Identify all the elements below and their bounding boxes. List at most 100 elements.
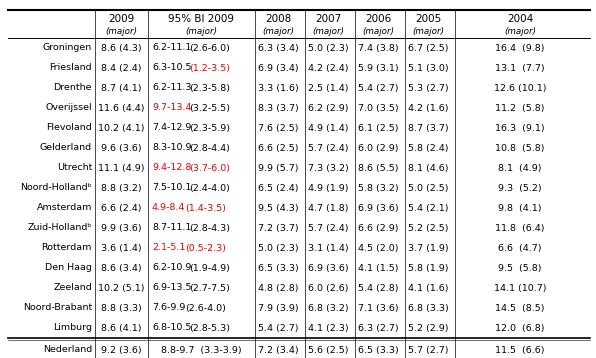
Text: 8.7-11.1: 8.7-11.1 bbox=[152, 223, 191, 232]
Text: Amsterdam: Amsterdam bbox=[36, 203, 92, 213]
Text: 9.4-12.8: 9.4-12.8 bbox=[152, 164, 191, 173]
Text: Noord-Brabant: Noord-Brabant bbox=[23, 304, 92, 313]
Text: (1.9-4.9): (1.9-4.9) bbox=[190, 263, 231, 272]
Text: 4.9 (1.4): 4.9 (1.4) bbox=[308, 124, 348, 132]
Text: 5.3 (2.7): 5.3 (2.7) bbox=[408, 83, 448, 92]
Text: (2.4-4.0): (2.4-4.0) bbox=[190, 184, 231, 193]
Text: 5.4 (2.1): 5.4 (2.1) bbox=[408, 203, 448, 213]
Text: 14.5  (8.5): 14.5 (8.5) bbox=[495, 304, 545, 313]
Text: (2.8-5.3): (2.8-5.3) bbox=[190, 324, 231, 333]
Text: 7.2 (3.7): 7.2 (3.7) bbox=[257, 223, 299, 232]
Text: 7.6 (2.5): 7.6 (2.5) bbox=[257, 124, 298, 132]
Text: 8.7 (4.1): 8.7 (4.1) bbox=[101, 83, 141, 92]
Text: 2004: 2004 bbox=[507, 14, 533, 24]
Text: 6.6 (2.5): 6.6 (2.5) bbox=[257, 144, 298, 153]
Text: 9.8  (4.1): 9.8 (4.1) bbox=[498, 203, 542, 213]
Text: 11.1 (4.9): 11.1 (4.9) bbox=[98, 164, 144, 173]
Text: 4.8 (2.8): 4.8 (2.8) bbox=[257, 284, 298, 292]
Text: 6.3 (2.7): 6.3 (2.7) bbox=[358, 324, 398, 333]
Text: 8.4 (2.4): 8.4 (2.4) bbox=[101, 63, 141, 73]
Text: 5.4 (2.7): 5.4 (2.7) bbox=[257, 324, 298, 333]
Text: 12.6 (10.1): 12.6 (10.1) bbox=[493, 83, 547, 92]
Text: 5.8 (2.4): 5.8 (2.4) bbox=[408, 144, 448, 153]
Text: 6.5 (3.3): 6.5 (3.3) bbox=[358, 345, 398, 354]
Text: 9.7-13.4: 9.7-13.4 bbox=[152, 103, 191, 112]
Text: 5.0 (2.3): 5.0 (2.3) bbox=[308, 44, 348, 53]
Text: 6.6 (2.9): 6.6 (2.9) bbox=[358, 223, 398, 232]
Text: 8.6 (4.1): 8.6 (4.1) bbox=[101, 324, 141, 333]
Text: 8.8 (3.3): 8.8 (3.3) bbox=[101, 304, 141, 313]
Text: 10.2 (5.1): 10.2 (5.1) bbox=[98, 284, 144, 292]
Text: 5.2 (2.5): 5.2 (2.5) bbox=[408, 223, 448, 232]
Text: Friesland: Friesland bbox=[49, 63, 92, 73]
Text: 11.6 (4.4): 11.6 (4.4) bbox=[98, 103, 144, 112]
Text: 5.9 (3.1): 5.9 (3.1) bbox=[358, 63, 398, 73]
Text: 4.9 (1.9): 4.9 (1.9) bbox=[308, 184, 348, 193]
Text: 6.5 (3.3): 6.5 (3.3) bbox=[257, 263, 299, 272]
Text: 6.7 (2.5): 6.7 (2.5) bbox=[408, 44, 448, 53]
Text: 6.8 (3.3): 6.8 (3.3) bbox=[408, 304, 448, 313]
Text: (3.7-6.0): (3.7-6.0) bbox=[190, 164, 231, 173]
Text: 5.8 (3.2): 5.8 (3.2) bbox=[358, 184, 398, 193]
Text: 16.4  (9.8): 16.4 (9.8) bbox=[495, 44, 545, 53]
Text: 8.8-9.7  (3.3-3.9): 8.8-9.7 (3.3-3.9) bbox=[161, 345, 241, 354]
Text: 7.0 (3.5): 7.0 (3.5) bbox=[358, 103, 398, 112]
Text: 2009: 2009 bbox=[108, 14, 134, 24]
Text: Nederland: Nederland bbox=[43, 345, 92, 354]
Text: 5.7 (2.4): 5.7 (2.4) bbox=[308, 144, 348, 153]
Text: 6.8-10.5: 6.8-10.5 bbox=[152, 324, 191, 333]
Text: 6.9 (3.6): 6.9 (3.6) bbox=[358, 203, 398, 213]
Text: (major): (major) bbox=[185, 26, 217, 35]
Text: Zuid-Hollandᵇ: Zuid-Hollandᵇ bbox=[27, 223, 92, 232]
Text: Gelderland: Gelderland bbox=[40, 144, 92, 153]
Text: 4.7 (1.8): 4.7 (1.8) bbox=[308, 203, 348, 213]
Text: Groningen: Groningen bbox=[43, 44, 92, 53]
Text: (3.2-5.5): (3.2-5.5) bbox=[190, 103, 231, 112]
Text: 6.5 (2.4): 6.5 (2.4) bbox=[257, 184, 298, 193]
Text: Zeeland: Zeeland bbox=[53, 284, 92, 292]
Text: (major): (major) bbox=[504, 26, 536, 35]
Text: 2008: 2008 bbox=[265, 14, 291, 24]
Text: 5.7 (2.4): 5.7 (2.4) bbox=[308, 223, 348, 232]
Text: (major): (major) bbox=[262, 26, 294, 35]
Text: 5.0 (2.3): 5.0 (2.3) bbox=[257, 243, 299, 252]
Text: 6.1 (2.5): 6.1 (2.5) bbox=[358, 124, 398, 132]
Text: (2.3-5.9): (2.3-5.9) bbox=[190, 124, 231, 132]
Text: 6.2-11.1: 6.2-11.1 bbox=[152, 44, 191, 53]
Text: (major): (major) bbox=[105, 26, 137, 35]
Text: 3.6 (1.4): 3.6 (1.4) bbox=[101, 243, 141, 252]
Text: 8.6 (5.5): 8.6 (5.5) bbox=[358, 164, 398, 173]
Text: (2.6-4.0): (2.6-4.0) bbox=[185, 304, 226, 313]
Text: 3.1 (1.4): 3.1 (1.4) bbox=[308, 243, 348, 252]
Text: 2.1-5.1: 2.1-5.1 bbox=[152, 243, 185, 252]
Text: 9.5  (5.8): 9.5 (5.8) bbox=[498, 263, 542, 272]
Text: 9.5 (4.3): 9.5 (4.3) bbox=[257, 203, 299, 213]
Text: Limburg: Limburg bbox=[53, 324, 92, 333]
Text: 4.9-8.4: 4.9-8.4 bbox=[152, 203, 185, 213]
Text: 2.5 (1.4): 2.5 (1.4) bbox=[308, 83, 348, 92]
Text: 6.2-10.9: 6.2-10.9 bbox=[152, 263, 191, 272]
Text: 8.1  (4.9): 8.1 (4.9) bbox=[498, 164, 542, 173]
Text: 4.5 (2.0): 4.5 (2.0) bbox=[358, 243, 398, 252]
Text: 6.8 (3.2): 6.8 (3.2) bbox=[308, 304, 348, 313]
Text: 6.0 (2.6): 6.0 (2.6) bbox=[308, 284, 348, 292]
Text: 5.6 (2.5): 5.6 (2.5) bbox=[308, 345, 348, 354]
Text: 6.2 (2.9): 6.2 (2.9) bbox=[308, 103, 348, 112]
Text: 6.6 (2.4): 6.6 (2.4) bbox=[101, 203, 141, 213]
Text: (major): (major) bbox=[412, 26, 444, 35]
Text: 5.4 (2.7): 5.4 (2.7) bbox=[358, 83, 398, 92]
Text: 6.3 (3.4): 6.3 (3.4) bbox=[257, 44, 299, 53]
Text: 8.1 (4.6): 8.1 (4.6) bbox=[408, 164, 448, 173]
Text: Rotterdam: Rotterdam bbox=[42, 243, 92, 252]
Text: 7.5-10.1: 7.5-10.1 bbox=[152, 184, 191, 193]
Text: Drenthe: Drenthe bbox=[54, 83, 92, 92]
Text: 8.6 (3.4): 8.6 (3.4) bbox=[101, 263, 141, 272]
Text: 9.2 (3.6): 9.2 (3.6) bbox=[101, 345, 141, 354]
Text: 3.7 (1.9): 3.7 (1.9) bbox=[408, 243, 448, 252]
Text: 7.4 (3.8): 7.4 (3.8) bbox=[358, 44, 398, 53]
Text: 14.1 (10.7): 14.1 (10.7) bbox=[493, 284, 547, 292]
Text: 4.2 (1.6): 4.2 (1.6) bbox=[408, 103, 448, 112]
Text: 6.0 (2.9): 6.0 (2.9) bbox=[358, 144, 398, 153]
Text: 5.0 (2.5): 5.0 (2.5) bbox=[408, 184, 448, 193]
Text: 12.0  (6.8): 12.0 (6.8) bbox=[495, 324, 545, 333]
